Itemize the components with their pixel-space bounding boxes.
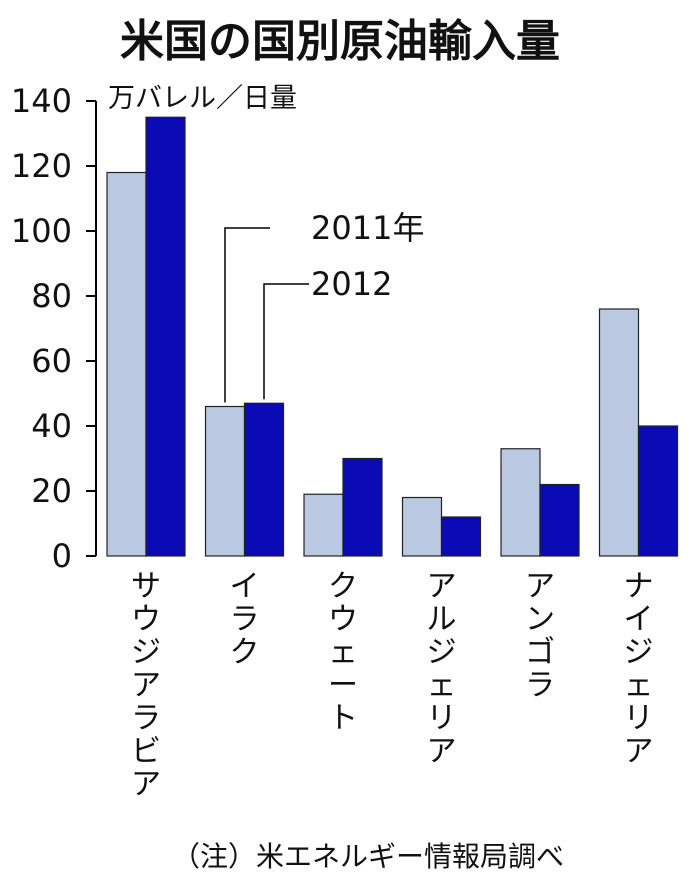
x-category-label: サウジアラビア <box>131 569 161 802</box>
y-tick-label: 80 <box>31 277 72 315</box>
unit-label: 万バレル／日量 <box>108 83 297 114</box>
y-tick-label: 60 <box>31 342 72 380</box>
source-note: （注）米エネルギー情報局調べ <box>172 840 564 873</box>
x-category-label: ナイジェリア <box>624 569 654 769</box>
bar-series1 <box>598 308 640 557</box>
legend-label-series1: 2011年 <box>311 209 424 247</box>
x-category-label: アルジェリア <box>427 569 457 769</box>
legend-leader-line <box>263 283 309 400</box>
bar-series2 <box>145 116 186 557</box>
y-tick-label: 140 <box>11 82 72 120</box>
bar-series2 <box>440 516 482 557</box>
x-category-label: イラク <box>230 569 260 670</box>
bar-series1 <box>401 496 443 557</box>
bar-series <box>106 116 679 557</box>
legend: 2011年 2012 <box>224 209 424 403</box>
x-axis-labels: サウジアラビア イラク クウェート アルジェリア アンゴラ ナイジェリア <box>131 569 654 802</box>
legend-label-series2: 2012 <box>311 265 392 303</box>
chart-title: 米国の国別原油輸入量 <box>120 16 560 67</box>
y-tick-label: 120 <box>11 147 72 185</box>
x-category-label: アンゴラ <box>525 569 555 703</box>
bar-series2 <box>637 425 679 557</box>
bar-series2 <box>342 457 383 557</box>
bar-series1 <box>204 405 246 557</box>
bar-series2 <box>539 483 580 557</box>
bar-series1 <box>106 171 147 557</box>
legend-leader-line <box>224 227 270 403</box>
y-tick-label: 40 <box>31 407 72 445</box>
bar-series1 <box>303 493 344 557</box>
bar-series2 <box>243 402 285 557</box>
x-category-label: クウェート <box>328 569 358 736</box>
y-tick-label: 20 <box>31 472 72 510</box>
bar-series1 <box>500 448 541 557</box>
y-axis: 0 20 40 60 80 100 120 140 <box>11 82 97 575</box>
y-tick-label: 0 <box>52 537 72 575</box>
y-tick-label: 100 <box>11 212 72 250</box>
